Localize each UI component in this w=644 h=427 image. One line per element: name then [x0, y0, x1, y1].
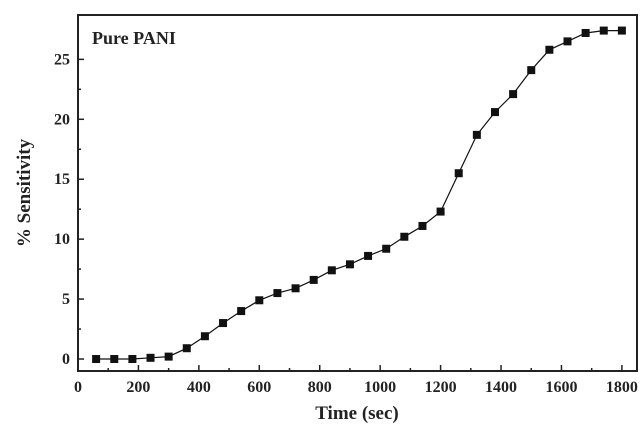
data-point	[454, 169, 463, 178]
data-point	[110, 355, 119, 364]
chart-annotation: Pure PANI	[92, 28, 176, 48]
data-point	[92, 355, 101, 364]
data-point	[490, 108, 499, 117]
data-point	[527, 66, 536, 75]
y-axis-ticks: 0 5 10 15 20 25	[54, 51, 84, 368]
x-tick-label: 1200	[425, 379, 457, 396]
y-tick-label: 15	[54, 171, 70, 188]
y-tick-label: 25	[54, 51, 70, 68]
data-point	[164, 352, 173, 361]
data-point	[364, 251, 373, 260]
y-axis-title: % Sensitivity	[14, 138, 35, 247]
series-group	[92, 26, 626, 364]
y-tick-label: 0	[62, 351, 70, 368]
data-point	[617, 26, 626, 35]
data-point	[581, 28, 590, 37]
x-tick-label: 200	[126, 379, 150, 396]
x-tick-label: 1000	[364, 379, 396, 396]
data-point	[599, 26, 608, 35]
series-line	[96, 30, 622, 360]
x-tick-label: 600	[247, 379, 271, 396]
x-tick-label: 400	[187, 379, 211, 396]
x-tick-label: 800	[308, 379, 332, 396]
data-point	[182, 344, 191, 353]
x-axis-title: Time (sec)	[315, 403, 399, 424]
x-axis-ticks: 0 200 400 600 800 1000 1200 1400 1600 1800	[74, 365, 638, 396]
data-point	[237, 307, 246, 316]
x-tick-label: 1600	[545, 379, 577, 396]
x-tick-label: 1800	[606, 379, 638, 396]
data-point	[255, 296, 264, 305]
data-point	[309, 275, 318, 284]
data-point	[509, 90, 518, 99]
data-point	[418, 221, 427, 230]
data-point	[545, 45, 554, 54]
data-point	[563, 37, 572, 46]
x-tick-label: 1400	[485, 379, 517, 396]
data-point	[436, 207, 445, 216]
data-point	[327, 266, 336, 275]
data-point	[291, 284, 300, 293]
data-point	[219, 319, 228, 328]
y-tick-label: 5	[62, 291, 70, 308]
data-point	[273, 289, 282, 298]
data-point	[345, 260, 354, 269]
y-tick-label: 10	[54, 231, 70, 248]
data-point	[400, 232, 409, 241]
data-point	[382, 244, 391, 253]
data-point	[200, 332, 209, 341]
data-point	[146, 353, 155, 362]
data-point	[128, 355, 137, 364]
x-tick-label: 0	[74, 379, 82, 396]
plot-frame	[77, 14, 638, 372]
y-tick-label: 20	[54, 111, 70, 128]
data-point	[472, 130, 481, 139]
